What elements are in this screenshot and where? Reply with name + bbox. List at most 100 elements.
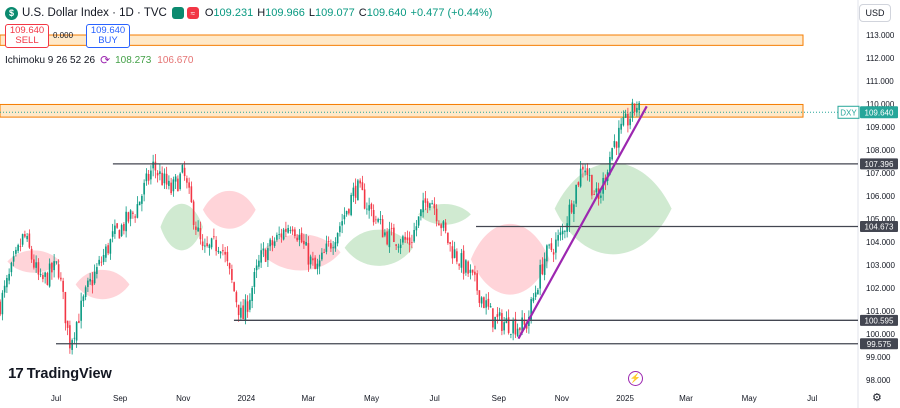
candle-body bbox=[62, 280, 64, 292]
candle-body bbox=[253, 271, 256, 287]
candle-body bbox=[224, 251, 226, 255]
candle-body bbox=[197, 227, 199, 232]
candle-body bbox=[93, 271, 96, 284]
candle-body bbox=[433, 203, 436, 209]
candle-body bbox=[498, 312, 501, 316]
candle-body bbox=[37, 262, 40, 275]
candle-body bbox=[460, 253, 463, 268]
symbol-title[interactable]: U.S. Dollar Index · 1D · TVC bbox=[22, 7, 167, 19]
candle-body bbox=[413, 229, 415, 242]
candle-body bbox=[39, 274, 42, 276]
candle-body bbox=[615, 141, 618, 148]
x-tick-label: Jul bbox=[51, 394, 61, 403]
low-value: 109.077 bbox=[315, 7, 355, 19]
candle-body bbox=[354, 185, 357, 198]
candle-body bbox=[195, 226, 197, 230]
candle-body bbox=[305, 241, 307, 246]
candle-body bbox=[525, 324, 528, 329]
candle-body bbox=[44, 272, 46, 277]
candle-body bbox=[379, 219, 382, 221]
data-feed-icon: ≈ bbox=[186, 7, 199, 19]
candle-body bbox=[206, 243, 208, 247]
candle-body bbox=[350, 194, 352, 216]
candle-body bbox=[307, 243, 310, 265]
candle-body bbox=[523, 320, 526, 325]
tradingview-mark-icon: 17 bbox=[8, 365, 24, 382]
candle-body bbox=[582, 166, 584, 170]
candle-body bbox=[406, 237, 409, 241]
y-tick-label: 106.000 bbox=[866, 192, 895, 201]
candle-body bbox=[294, 229, 296, 236]
x-tick-label: 2024 bbox=[237, 394, 255, 403]
buy-label: BUY bbox=[98, 35, 118, 46]
candle-body bbox=[323, 252, 325, 254]
candle-body bbox=[285, 228, 287, 232]
candle-body bbox=[444, 222, 447, 231]
candle-body bbox=[546, 245, 548, 262]
y-tick-label: 99.000 bbox=[866, 353, 891, 362]
x-tick-label: Sep bbox=[492, 394, 507, 403]
y-tick-label: 113.000 bbox=[866, 31, 895, 40]
sell-button[interactable]: 109.640 SELL bbox=[5, 24, 49, 48]
candle-body bbox=[222, 249, 224, 252]
candle-body bbox=[631, 102, 634, 118]
candle-body bbox=[575, 184, 577, 204]
candle-body bbox=[287, 228, 289, 233]
candle-body bbox=[399, 244, 402, 249]
open-value: 109.231 bbox=[213, 7, 254, 19]
candle-body bbox=[467, 261, 469, 274]
candle-body bbox=[449, 242, 451, 244]
events-bolt-icon[interactable]: ⚡ bbox=[628, 371, 643, 386]
candle-body bbox=[431, 203, 433, 205]
currency-button[interactable]: USD bbox=[859, 4, 891, 22]
x-tick-label: May bbox=[364, 394, 379, 403]
candle-body bbox=[118, 230, 121, 239]
settings-gear-icon[interactable]: ⚙ bbox=[872, 392, 882, 404]
candle-body bbox=[78, 320, 80, 323]
y-tick-label: 105.000 bbox=[866, 215, 895, 224]
candle-body bbox=[633, 103, 636, 112]
candle-body bbox=[440, 224, 442, 229]
candle-body bbox=[442, 221, 445, 228]
candle-body bbox=[395, 244, 397, 246]
y-tick-label: 109.000 bbox=[866, 123, 895, 132]
candle-body bbox=[579, 168, 582, 187]
candle-body bbox=[53, 261, 55, 271]
candle-body bbox=[487, 298, 490, 307]
candle-body bbox=[168, 180, 170, 186]
candle-body bbox=[260, 250, 262, 263]
x-tick-label: Mar bbox=[302, 394, 316, 403]
candle-body bbox=[87, 280, 89, 287]
candle-body bbox=[408, 237, 411, 245]
candle-body bbox=[363, 189, 366, 209]
candle-body bbox=[201, 241, 204, 247]
candle-body bbox=[609, 157, 611, 175]
candle-body bbox=[557, 235, 559, 241]
candle-body bbox=[105, 246, 107, 258]
candle-body bbox=[501, 313, 503, 331]
candle-body bbox=[154, 161, 157, 171]
candle-body bbox=[98, 259, 100, 265]
candle-body bbox=[75, 321, 78, 341]
candle-body bbox=[120, 225, 123, 236]
close-value: 109.640 bbox=[366, 7, 407, 19]
candle-body bbox=[111, 231, 114, 237]
last-price-tag bbox=[860, 106, 898, 119]
candle-body bbox=[179, 173, 181, 189]
candle-body bbox=[336, 232, 339, 244]
candle-body bbox=[404, 236, 406, 240]
candle-body bbox=[19, 246, 22, 247]
candle-body bbox=[215, 239, 217, 252]
x-tick-label: Nov bbox=[555, 394, 569, 403]
candle-body bbox=[534, 292, 537, 298]
buy-button[interactable]: 109.640 BUY bbox=[86, 24, 130, 48]
candle-body bbox=[102, 255, 105, 262]
candle-body bbox=[624, 113, 627, 118]
cycle-icon[interactable]: ⟳ bbox=[100, 53, 111, 67]
indicator-legend[interactable]: Ichimoku 9 26 52 26 ⟳ 108.273 106.670 bbox=[5, 53, 193, 67]
sell-price: 109.640 bbox=[9, 25, 45, 36]
candle-body bbox=[199, 228, 202, 240]
y-tick-label: 110.000 bbox=[866, 100, 895, 109]
candle-body bbox=[66, 320, 69, 328]
